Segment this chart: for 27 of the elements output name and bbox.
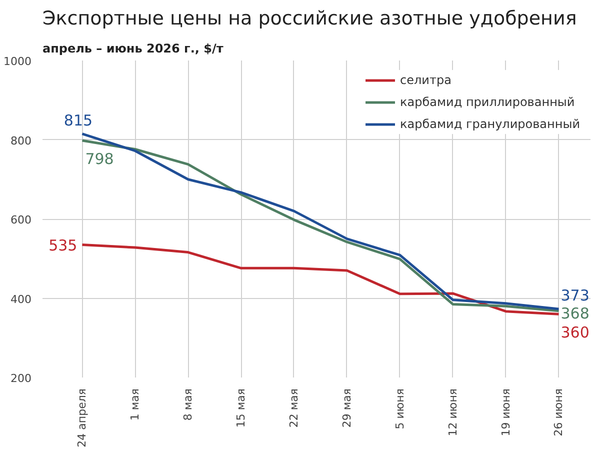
data-label: 815	[64, 111, 93, 130]
chart-title: Экспортные цены на российские азотные удобрения	[42, 8, 577, 30]
y-tick-label: 800	[10, 134, 32, 148]
x-tick-label: 8 мая	[182, 388, 195, 421]
data-label: 360	[560, 324, 590, 342]
chart-subtitle: апрель – июнь 2026 г., $/т	[42, 42, 224, 56]
data-label: 798	[85, 150, 114, 168]
x-tick-label: 22 мая	[288, 388, 300, 428]
y-tick-label: 1000	[4, 55, 32, 68]
y-tick-label: 400	[10, 292, 32, 306]
x-tick-label: 24 апреля	[76, 388, 89, 448]
x-tick-label: 15 мая	[234, 388, 248, 428]
legend-label: карбамид приллированный	[400, 95, 575, 109]
data-label: 368	[560, 304, 590, 322]
line-series	[80, 244, 560, 316]
x-tick-label: 1 мая	[128, 388, 142, 421]
x-tick-label: 12 июня	[446, 388, 460, 436]
x-tick-label: 5 июня	[393, 388, 406, 430]
legend-label: карбамид гранулированный	[400, 117, 580, 131]
y-tick-label: 200	[10, 372, 32, 385]
data-label: 373	[560, 286, 590, 304]
data-label: 535	[48, 236, 78, 254]
x-tick-label: 29 мая	[340, 388, 354, 428]
x-tick-label: 26 июня	[552, 388, 566, 436]
x-tick-label: 19 июня	[499, 388, 512, 436]
legend-label: селитра	[400, 73, 452, 87]
y-tick-label: 600	[10, 214, 32, 226]
